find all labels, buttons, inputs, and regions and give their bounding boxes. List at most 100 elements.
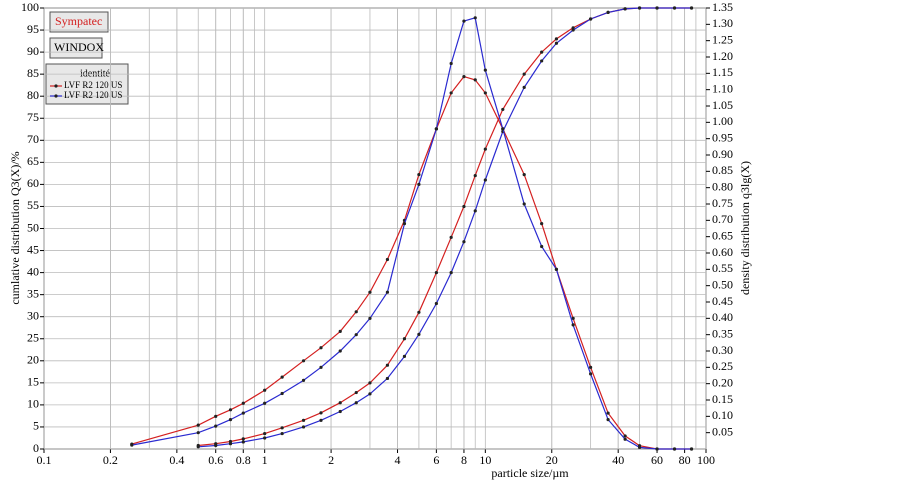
y-tick-label: 45 (27, 242, 39, 256)
data-point (672, 6, 677, 10)
data-point (554, 41, 559, 45)
x-tick-label: 8 (461, 453, 467, 467)
data-point (540, 59, 544, 63)
y2-tick-label: 1.20 (712, 49, 733, 63)
data-point (368, 392, 372, 396)
data-point (354, 390, 358, 395)
data-point (473, 209, 477, 213)
y-tick-label: 15 (27, 375, 39, 389)
data-point (319, 411, 323, 415)
data-point (402, 337, 407, 341)
data-point (522, 85, 526, 89)
data-point (434, 271, 438, 275)
y-tick-label: 100 (21, 0, 39, 14)
data-point (319, 346, 323, 350)
data-point (228, 408, 233, 412)
y2-tick-label: 0.55 (712, 261, 733, 275)
data-point (417, 310, 421, 314)
x-tick-label: 2 (328, 453, 334, 467)
y2-tick-label: 0.25 (712, 359, 733, 373)
data-point (571, 323, 575, 327)
y2-axis-label: density distribution q3lg(X) (738, 161, 752, 295)
data-point (449, 235, 453, 239)
y-tick-label: 10 (27, 397, 39, 411)
data-point (385, 376, 390, 381)
data-point (385, 290, 390, 294)
data-point (354, 333, 358, 337)
x-tick-label: 4 (395, 453, 401, 467)
data-point (554, 37, 559, 41)
data-point (540, 50, 544, 54)
y2-tick-label: 0.40 (712, 310, 733, 324)
data-point (280, 375, 284, 379)
density-line (131, 75, 692, 450)
data-point (402, 222, 407, 226)
data-point (241, 411, 245, 415)
data-point (228, 442, 233, 446)
data-point (483, 147, 487, 151)
y2-tick-label: 0.10 (712, 408, 733, 422)
data-point (319, 365, 323, 369)
data-point (462, 204, 466, 209)
badge: Sympatec (55, 14, 102, 28)
data-point (368, 316, 372, 320)
data-point (606, 418, 610, 422)
y2-tick-label: 1.00 (712, 114, 733, 128)
y2-tick-label: 0.70 (712, 212, 733, 226)
x-tick-label: 80 (679, 453, 691, 467)
data-point (402, 354, 407, 358)
data-point (301, 378, 306, 382)
x-tick-label: 0.4 (169, 453, 184, 467)
x-tick-label: 60 (651, 453, 663, 467)
data-point (606, 411, 610, 415)
y-tick-label: 65 (27, 154, 39, 168)
data-point (434, 127, 438, 131)
y2-tick-label: 0.35 (712, 326, 733, 340)
x-tick-label: 100 (697, 453, 715, 467)
data-point (473, 16, 477, 20)
data-point (483, 178, 487, 182)
data-point (571, 26, 575, 30)
y-tick-label: 95 (27, 22, 39, 36)
data-point (385, 363, 390, 367)
data-point (637, 445, 642, 449)
x-tick-label: 1 (262, 453, 268, 467)
data-point (589, 372, 593, 376)
legend-label: LVF R2 120 US (64, 80, 122, 90)
y2-tick-label: 0.30 (712, 343, 733, 357)
y2-tick-label: 0.85 (712, 163, 733, 177)
data-point (522, 72, 526, 76)
y2-tick-label: 1.35 (712, 0, 733, 14)
y-tick-label: 0 (33, 441, 39, 455)
data-point (473, 173, 477, 178)
legend-marker (54, 94, 58, 98)
data-point (623, 437, 627, 441)
data-point (263, 388, 267, 392)
data-point (280, 391, 284, 396)
data-point (540, 222, 544, 226)
data-point (338, 349, 342, 353)
data-point (672, 447, 677, 451)
y-tick-label: 60 (27, 176, 39, 190)
data-point (571, 28, 575, 32)
data-point (434, 301, 438, 306)
legend-box (45, 63, 129, 105)
y2-tick-label: 0.05 (712, 424, 733, 438)
data-point (655, 6, 659, 10)
data-point (689, 6, 694, 10)
y2-tick-label: 0.80 (712, 179, 733, 193)
data-point (196, 423, 200, 427)
data-point (473, 78, 477, 82)
data-point (301, 425, 306, 429)
x-tick-label: 0.1 (37, 453, 52, 467)
y-tick-label: 80 (27, 88, 39, 102)
data-point (655, 447, 659, 451)
data-point (228, 439, 233, 444)
data-point (483, 68, 487, 72)
data-point (263, 431, 267, 436)
x-tick-label: 40 (612, 453, 624, 467)
x-tick-label: 10 (479, 453, 491, 467)
y2-tick-label: 0.65 (712, 228, 733, 242)
data-point (417, 182, 421, 186)
